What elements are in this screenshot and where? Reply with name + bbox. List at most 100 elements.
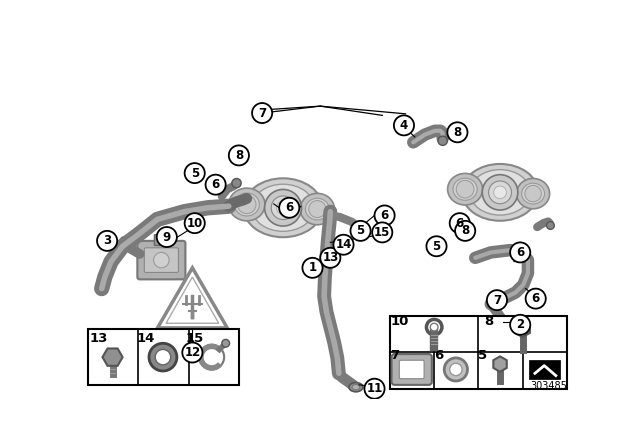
Text: 9: 9 bbox=[163, 231, 171, 244]
Circle shape bbox=[154, 252, 169, 268]
Circle shape bbox=[499, 318, 507, 326]
Ellipse shape bbox=[453, 178, 477, 200]
Text: 13: 13 bbox=[322, 251, 339, 264]
Circle shape bbox=[450, 363, 462, 375]
Circle shape bbox=[455, 221, 476, 241]
FancyBboxPatch shape bbox=[88, 329, 239, 385]
Polygon shape bbox=[166, 277, 219, 323]
Circle shape bbox=[488, 181, 511, 204]
Text: 10: 10 bbox=[390, 315, 408, 328]
Ellipse shape bbox=[234, 193, 259, 216]
FancyBboxPatch shape bbox=[138, 241, 186, 280]
Circle shape bbox=[444, 358, 467, 381]
Circle shape bbox=[483, 175, 518, 210]
Text: 11: 11 bbox=[366, 382, 383, 395]
Circle shape bbox=[394, 116, 414, 135]
Text: 6: 6 bbox=[380, 209, 388, 222]
Circle shape bbox=[184, 213, 205, 233]
Circle shape bbox=[182, 343, 202, 362]
Circle shape bbox=[487, 290, 507, 310]
Circle shape bbox=[279, 198, 300, 218]
Ellipse shape bbox=[516, 178, 550, 209]
Circle shape bbox=[303, 258, 323, 278]
Text: 10: 10 bbox=[187, 217, 203, 230]
Circle shape bbox=[205, 175, 226, 195]
Ellipse shape bbox=[300, 194, 335, 225]
Text: 303485: 303485 bbox=[530, 381, 566, 391]
Circle shape bbox=[333, 235, 353, 255]
Text: 8: 8 bbox=[484, 315, 494, 328]
Circle shape bbox=[264, 190, 301, 226]
Circle shape bbox=[351, 221, 371, 241]
FancyBboxPatch shape bbox=[145, 248, 179, 272]
Text: 7: 7 bbox=[493, 293, 501, 307]
Text: 6: 6 bbox=[285, 201, 293, 214]
Text: 4: 4 bbox=[400, 119, 408, 132]
Polygon shape bbox=[529, 360, 560, 379]
Text: 13: 13 bbox=[90, 332, 108, 345]
Circle shape bbox=[97, 231, 117, 251]
Circle shape bbox=[510, 242, 531, 263]
Circle shape bbox=[510, 315, 531, 335]
Ellipse shape bbox=[349, 383, 363, 392]
Ellipse shape bbox=[352, 384, 360, 390]
Text: 6: 6 bbox=[211, 178, 220, 191]
Circle shape bbox=[320, 248, 340, 268]
Ellipse shape bbox=[244, 178, 323, 237]
Circle shape bbox=[229, 146, 249, 165]
Circle shape bbox=[276, 201, 290, 214]
Text: 14: 14 bbox=[335, 238, 352, 251]
FancyBboxPatch shape bbox=[399, 360, 424, 379]
Circle shape bbox=[525, 185, 541, 202]
Circle shape bbox=[450, 213, 470, 233]
Circle shape bbox=[430, 323, 438, 331]
Circle shape bbox=[426, 236, 447, 256]
Text: 7: 7 bbox=[258, 107, 266, 120]
Circle shape bbox=[547, 222, 554, 229]
Circle shape bbox=[149, 343, 177, 371]
Text: 8: 8 bbox=[461, 224, 469, 237]
Circle shape bbox=[222, 340, 230, 347]
Circle shape bbox=[184, 163, 205, 183]
Text: 14: 14 bbox=[137, 332, 155, 345]
Circle shape bbox=[447, 122, 467, 142]
Polygon shape bbox=[157, 268, 227, 328]
Circle shape bbox=[237, 195, 256, 214]
Text: 5: 5 bbox=[479, 349, 488, 362]
Circle shape bbox=[308, 201, 326, 218]
Ellipse shape bbox=[252, 184, 314, 231]
Circle shape bbox=[456, 181, 474, 198]
Text: 8: 8 bbox=[235, 149, 243, 162]
Circle shape bbox=[364, 379, 385, 399]
Text: 2: 2 bbox=[516, 318, 524, 332]
Text: 5: 5 bbox=[433, 240, 440, 253]
Text: 6: 6 bbox=[516, 246, 524, 259]
Polygon shape bbox=[515, 320, 530, 337]
Circle shape bbox=[493, 186, 506, 198]
Circle shape bbox=[525, 289, 546, 309]
Ellipse shape bbox=[305, 198, 329, 220]
Ellipse shape bbox=[447, 173, 483, 205]
Circle shape bbox=[372, 222, 392, 242]
Circle shape bbox=[438, 136, 447, 146]
FancyBboxPatch shape bbox=[390, 315, 566, 389]
Circle shape bbox=[271, 196, 295, 220]
Polygon shape bbox=[102, 349, 123, 366]
Text: 15: 15 bbox=[186, 332, 204, 345]
Text: 3: 3 bbox=[103, 234, 111, 247]
Text: 6: 6 bbox=[456, 217, 464, 230]
Text: 5: 5 bbox=[191, 167, 199, 180]
Text: 12: 12 bbox=[184, 346, 200, 359]
Circle shape bbox=[232, 178, 241, 188]
Circle shape bbox=[374, 206, 395, 225]
Text: 5: 5 bbox=[356, 224, 365, 237]
Circle shape bbox=[155, 349, 171, 365]
Text: 8: 8 bbox=[453, 126, 461, 139]
Text: 6: 6 bbox=[434, 349, 444, 362]
Polygon shape bbox=[493, 356, 507, 372]
Text: 7: 7 bbox=[390, 349, 399, 362]
Ellipse shape bbox=[462, 164, 538, 221]
Text: 15: 15 bbox=[374, 226, 390, 239]
FancyBboxPatch shape bbox=[154, 235, 168, 246]
Text: 6: 6 bbox=[532, 292, 540, 305]
